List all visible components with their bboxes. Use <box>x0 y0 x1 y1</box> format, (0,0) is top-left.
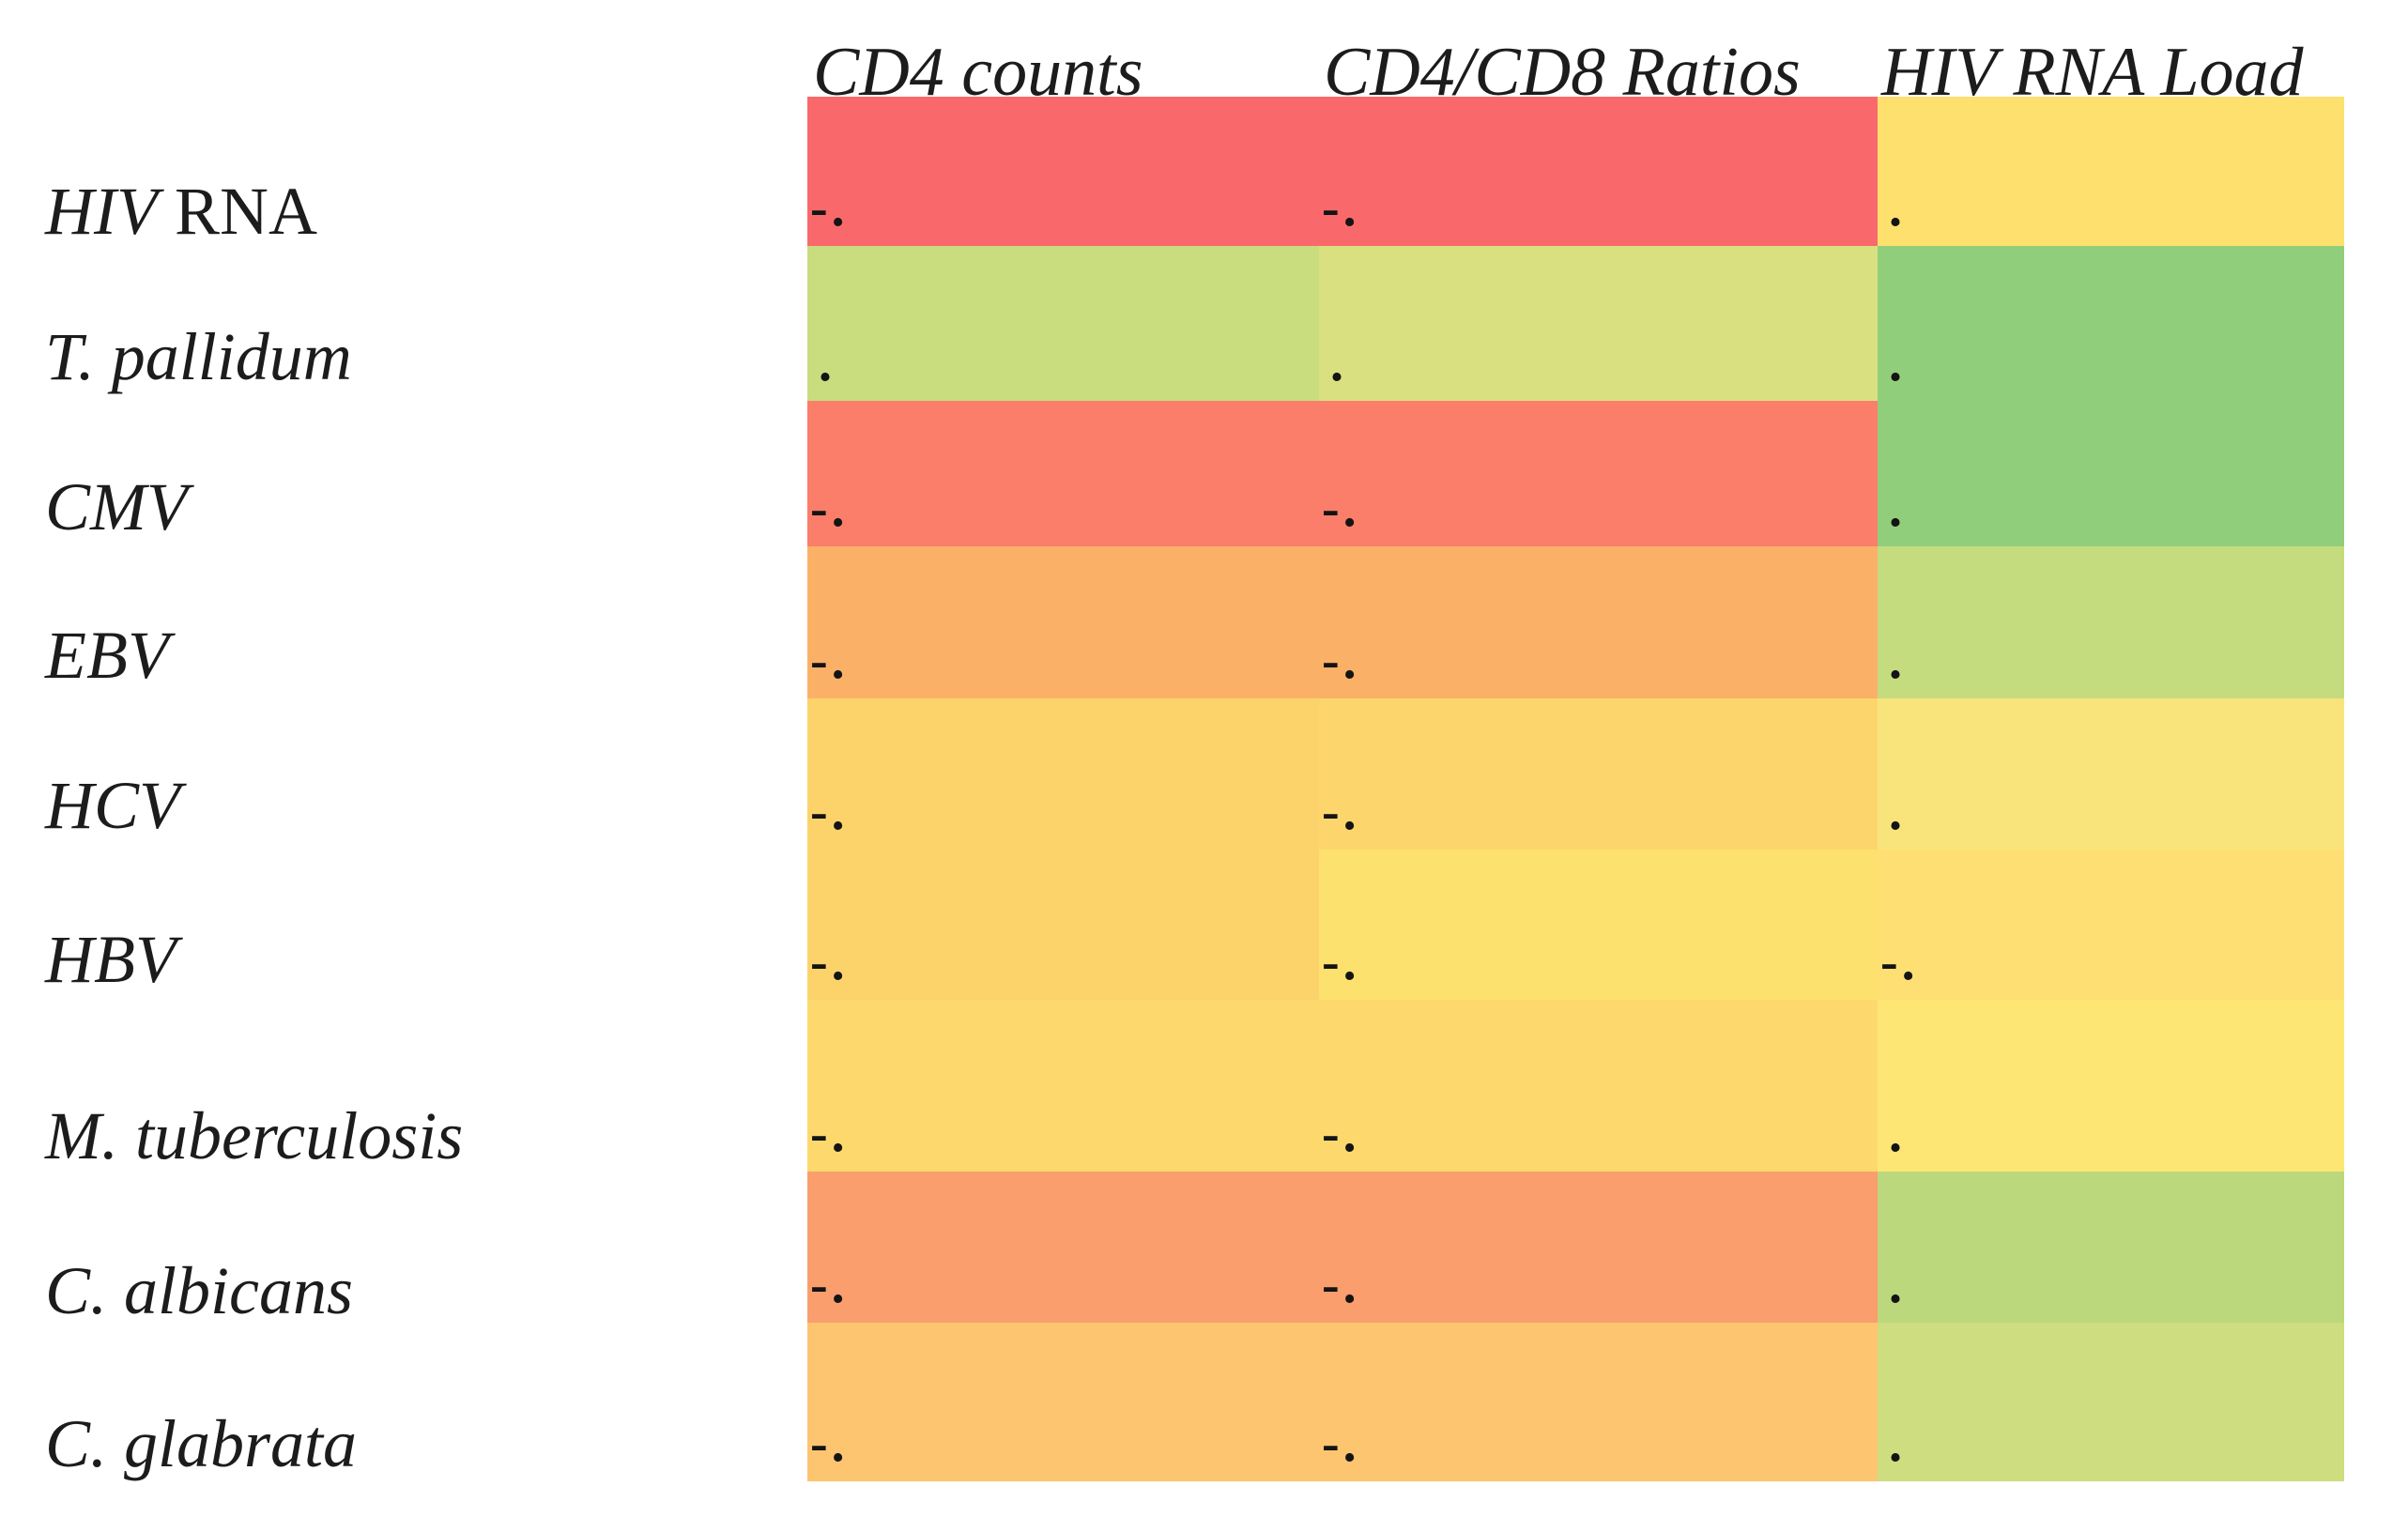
cell-value-text: . <box>819 334 836 392</box>
row-label-italic-part: C. glabrata <box>45 1406 358 1481</box>
row-label: CMV <box>45 473 188 541</box>
heatmap-cell: -. <box>807 850 1319 1000</box>
cell-value-text: -. <box>1322 179 1360 238</box>
cell-value-text: -. <box>1322 933 1360 991</box>
cell-value-text: . <box>1889 783 1906 841</box>
row-label-roman-part: RNA <box>157 174 317 249</box>
row-label-italic-part: EBV <box>45 618 169 693</box>
heatmap-cell: . <box>1878 1000 2344 1172</box>
heatmap-cell: -. <box>807 1172 1319 1323</box>
heatmap-cell: -. <box>807 1000 1319 1172</box>
heatmap-cell: -. <box>1319 1000 1878 1172</box>
cell-value-text: -. <box>1322 783 1360 841</box>
cell-value-text: -. <box>1880 933 1919 991</box>
heatmap-cell: -. <box>1319 401 1878 546</box>
heatmap-cell: -. <box>1319 97 1878 246</box>
heatmap-cell: -. <box>1319 1172 1878 1323</box>
cell-value-text: -. <box>810 1105 849 1163</box>
heatmap-cell: -. <box>1319 850 1878 1000</box>
cell-value-text: -. <box>810 1415 849 1473</box>
heatmap-cell: . <box>807 246 1319 401</box>
cell-value-text: -. <box>1322 480 1360 538</box>
cell-value-text: -. <box>1322 1256 1360 1314</box>
row-label-italic-part: HIV <box>45 174 158 249</box>
row-label: C. albicans <box>45 1257 353 1325</box>
row-label-italic-part: HBV <box>45 922 176 997</box>
row-label: EBV <box>45 621 169 689</box>
heatmap-cell: . <box>1878 401 2344 546</box>
cell-value-text: . <box>1889 179 1906 238</box>
row-label-italic-part: M. tuberculosis <box>45 1098 464 1173</box>
column-header-cd4-counts: CD4 counts <box>813 34 1143 111</box>
row-label: C. glabrata <box>45 1410 357 1478</box>
row-label: M. tuberculosis <box>45 1102 463 1170</box>
row-label-italic-part: C. albicans <box>45 1253 354 1328</box>
cell-value-text: -. <box>810 1256 849 1314</box>
cell-value-text: -. <box>1322 632 1360 690</box>
heatmap-cell: -. <box>807 97 1319 246</box>
cell-value-text: . <box>1889 1105 1906 1163</box>
row-label: HBV <box>45 926 176 993</box>
row-label: T. pallidum <box>45 323 352 391</box>
heatmap-cell: . <box>1878 546 2344 698</box>
cell-value-text: -. <box>1322 1415 1360 1473</box>
heatmap-cell: . <box>1878 246 2344 401</box>
heatmap-cell: -. <box>807 1323 1319 1481</box>
heatmap-cell: . <box>1878 97 2344 246</box>
heatmap-cell: -. <box>1319 698 1878 850</box>
cell-value-text: -. <box>810 632 849 690</box>
row-label: HCV <box>45 772 180 839</box>
heatmap-cell: . <box>1878 1172 2344 1323</box>
heatmap-cell: -. <box>1319 546 1878 698</box>
column-header-hiv-rna-load: HIV RNA Load <box>1881 34 2304 111</box>
heatmap-cell: -. <box>807 546 1319 698</box>
cell-value-text: . <box>1889 334 1906 392</box>
cell-value-text: . <box>1889 1256 1906 1314</box>
row-label: HIV RNA <box>45 177 317 245</box>
row-label-italic-part: HCV <box>45 768 180 843</box>
cell-value-text: -. <box>810 783 849 841</box>
heatmap-cell: -. <box>1878 850 2344 1000</box>
cell-value-text: -. <box>810 933 849 991</box>
cell-value-text: . <box>1889 1415 1906 1473</box>
cell-value-text: -. <box>1322 1105 1360 1163</box>
heatmap-cell: -. <box>807 401 1319 546</box>
heatmap-cell: . <box>1878 698 2344 850</box>
cell-value-text: . <box>1889 632 1906 690</box>
cell-value-text: . <box>1889 480 1906 538</box>
row-label-italic-part: CMV <box>45 469 188 544</box>
cell-value-text: -. <box>810 480 849 538</box>
heatmap-cell: -. <box>807 698 1319 850</box>
cell-value-text: . <box>1330 334 1347 392</box>
heatmap-cell: . <box>1319 246 1878 401</box>
row-label-italic-part: T. pallidum <box>45 319 352 394</box>
cell-value-text: -. <box>810 179 849 238</box>
column-header-cd4-cd8-ratios: CD4/CD8 Ratios <box>1324 34 1801 111</box>
heatmap-cell: . <box>1878 1323 2344 1481</box>
heatmap-cell: -. <box>1319 1323 1878 1481</box>
